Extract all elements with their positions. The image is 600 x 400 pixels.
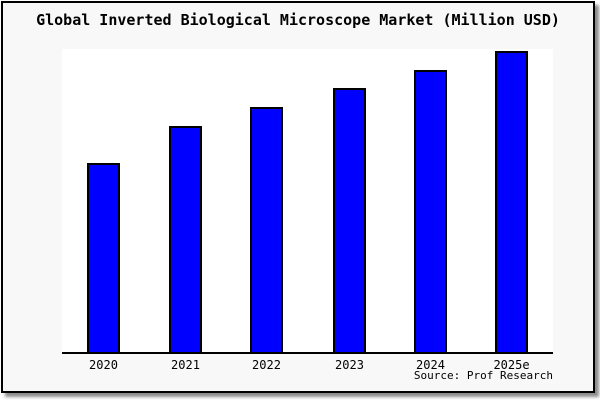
bar-2025e bbox=[495, 51, 528, 352]
x-tick-label-2023: 2023 bbox=[335, 358, 364, 372]
source-label: Source: Prof Research bbox=[413, 369, 553, 382]
x-tick-label-2021: 2021 bbox=[171, 358, 200, 372]
bar-2020 bbox=[87, 163, 120, 352]
x-tick-label-2020: 2020 bbox=[89, 358, 118, 372]
bar-2024 bbox=[414, 70, 447, 352]
chart-title: Global Inverted Biological Microscope Ma… bbox=[36, 11, 560, 29]
chart-card: Global Inverted Biological Microscope Ma… bbox=[1, 1, 595, 393]
x-tick-label-2025e: 2025e bbox=[493, 358, 530, 372]
x-tick-label-2024: 2024 bbox=[416, 358, 445, 372]
bar-2021 bbox=[169, 126, 202, 352]
x-tick-label-2022: 2022 bbox=[252, 358, 281, 372]
bar-2023 bbox=[333, 88, 366, 352]
bar-2022 bbox=[250, 107, 283, 352]
plot-area bbox=[62, 49, 553, 354]
